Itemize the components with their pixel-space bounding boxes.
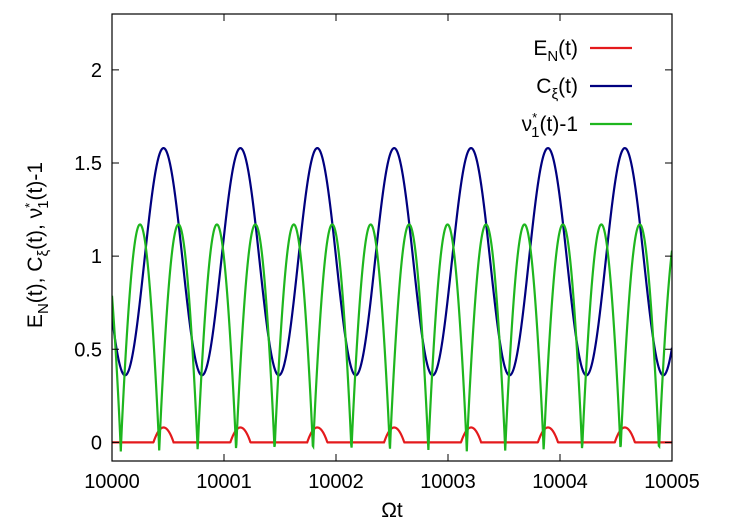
y-tick-label: 0 (91, 432, 102, 454)
legend-label-1: Cξ(t) (536, 75, 578, 103)
ticks-layer: 10000 10001 10002 10003 10004 10005 0 0.5 1 1.5 2 (74, 14, 700, 493)
y-title-part-6: 1 (35, 200, 52, 208)
y-tick-label: 2 (91, 60, 102, 82)
x-axis-title: Ωt (381, 499, 403, 522)
y-title-part-0: E (24, 314, 47, 328)
y-title-part-2: (t), C (24, 257, 47, 304)
series-line-1 (112, 146, 672, 377)
x-tick-label: 10003 (420, 471, 476, 493)
y-title-part-1: N (35, 303, 52, 314)
y-axis-title: EN(t), Cξ(t), ν*1(t)-1 (22, 162, 52, 328)
x-tick-label: 10005 (644, 471, 700, 493)
y-tick-label: 1.5 (74, 153, 102, 175)
axes-layer (111, 13, 673, 462)
x-tick-label: 10002 (308, 471, 364, 493)
y-title-part-5: * (22, 203, 37, 208)
legend-label-0: EN(t) (533, 37, 578, 65)
series-layer (112, 146, 672, 452)
y-title-part-3: ξ (35, 250, 52, 257)
legend-label-2: ν* 1(t)-1 (522, 110, 578, 141)
series-line-2 (112, 223, 672, 452)
y-tick-label: 0.5 (74, 339, 102, 361)
y-title-part-7: (t)-1 (24, 162, 47, 201)
x-tick-label: 10001 (196, 471, 252, 493)
x-tick-label: 10000 (84, 471, 140, 493)
y-title-part-4: (t), ν (24, 208, 47, 250)
y-tick-label: 1 (91, 246, 102, 268)
series-line-0 (112, 426, 672, 444)
plot-frame (111, 13, 673, 462)
legend: EN(t) Cξ(t) ν* 1(t)-1 (522, 37, 632, 141)
x-tick-label: 10004 (532, 471, 588, 493)
